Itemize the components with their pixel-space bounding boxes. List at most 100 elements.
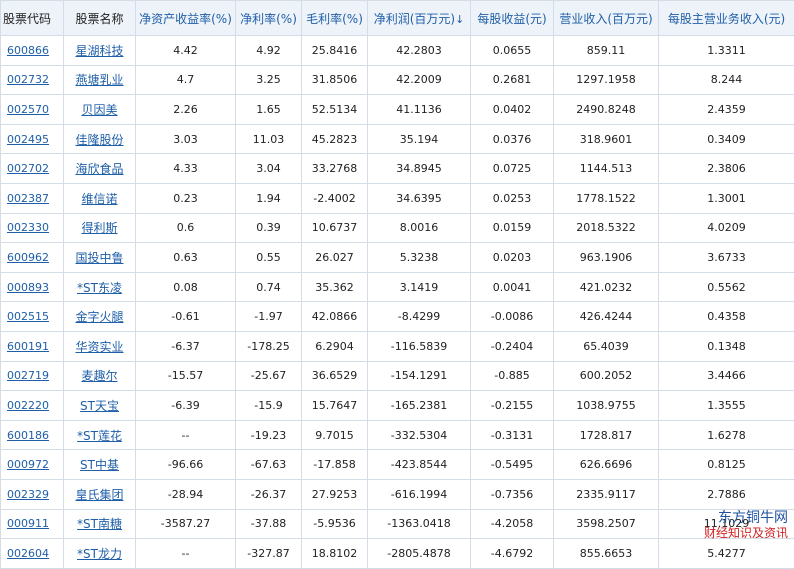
stock-code-link[interactable]: 000893 (1, 272, 64, 302)
cell-eps: 0.0041 (471, 272, 554, 302)
stock-code-link[interactable]: 002330 (1, 213, 64, 243)
stock-name-link[interactable]: 佳隆股份 (64, 124, 136, 154)
cell-net-profit: 34.8945 (368, 154, 471, 184)
stock-name-link[interactable]: 海欣食品 (64, 154, 136, 184)
cell-rev-per-share: 1.3311 (659, 36, 794, 66)
cell-rev-per-share: 8.244 (659, 65, 794, 95)
stock-code-link[interactable]: 600962 (1, 243, 64, 273)
cell-net-profit: 5.3238 (368, 243, 471, 273)
stock-code-link[interactable]: 600186 (1, 420, 64, 450)
cell-net-margin: -25.67 (236, 361, 302, 391)
cell-net-margin: 0.55 (236, 243, 302, 273)
column-header-net-margin[interactable]: 净利率(%) (236, 1, 302, 36)
cell-gross-margin: -17.858 (302, 450, 368, 480)
cell-eps: -0.0086 (471, 302, 554, 332)
column-header-revenue[interactable]: 营业收入(百万元) (554, 1, 659, 36)
cell-eps: -4.6792 (471, 539, 554, 569)
stock-code-link[interactable]: 002570 (1, 95, 64, 125)
stock-code-link[interactable]: 002719 (1, 361, 64, 391)
cell-roe: -- (136, 420, 236, 450)
cell-rev-per-share: 1.3001 (659, 183, 794, 213)
cell-net-profit: 42.2803 (368, 36, 471, 66)
stock-code-link[interactable]: 002220 (1, 391, 64, 421)
column-header-eps[interactable]: 每股收益(元) (471, 1, 554, 36)
cell-net-profit: 3.1419 (368, 272, 471, 302)
stock-name-link[interactable]: 燕塘乳业 (64, 65, 136, 95)
cell-gross-margin: 6.2904 (302, 331, 368, 361)
cell-rev-per-share: 0.4358 (659, 302, 794, 332)
stock-name-link[interactable]: ST天宝 (64, 391, 136, 421)
column-header-gross-margin[interactable]: 毛利率(%) (302, 1, 368, 36)
stock-name-link[interactable]: 麦趣尔 (64, 361, 136, 391)
stock-name-link[interactable]: ST中基 (64, 450, 136, 480)
cell-net-margin: -15.9 (236, 391, 302, 421)
cell-gross-margin: 52.5134 (302, 95, 368, 125)
cell-revenue: 963.1906 (554, 243, 659, 273)
cell-rev-per-share: 2.3806 (659, 154, 794, 184)
column-header-code: 股票代码 (1, 1, 64, 36)
cell-rev-per-share: 3.6733 (659, 243, 794, 273)
stock-code-link[interactable]: 000972 (1, 450, 64, 480)
cell-roe: 4.42 (136, 36, 236, 66)
cell-eps: 0.0253 (471, 183, 554, 213)
cell-net-margin: 0.74 (236, 272, 302, 302)
cell-gross-margin: 33.2768 (302, 154, 368, 184)
stock-code-link[interactable]: 002702 (1, 154, 64, 184)
cell-roe: 0.23 (136, 183, 236, 213)
cell-net-profit: 42.2009 (368, 65, 471, 95)
cell-roe: -3587.27 (136, 509, 236, 539)
cell-rev-per-share: 4.0209 (659, 213, 794, 243)
stock-code-link[interactable]: 002604 (1, 539, 64, 569)
cell-gross-margin: 35.362 (302, 272, 368, 302)
stock-name-link[interactable]: 皇氏集团 (64, 479, 136, 509)
cell-net-profit: -2805.4878 (368, 539, 471, 569)
cell-net-margin: 1.65 (236, 95, 302, 125)
stock-name-link[interactable]: *ST龙力 (64, 539, 136, 569)
column-header-rev-per-share[interactable]: 每股主营业务收入(元) (659, 1, 794, 36)
stock-name-link[interactable]: 金字火腿 (64, 302, 136, 332)
cell-revenue: 2335.9117 (554, 479, 659, 509)
stock-name-link[interactable]: *ST东凌 (64, 272, 136, 302)
stock-code-link[interactable]: 002495 (1, 124, 64, 154)
cell-revenue: 318.9601 (554, 124, 659, 154)
cell-gross-margin: 25.8416 (302, 36, 368, 66)
cell-eps: -0.885 (471, 361, 554, 391)
stock-name-link[interactable]: 得利斯 (64, 213, 136, 243)
column-header-roe[interactable]: 净资产收益率(%) (136, 1, 236, 36)
stock-code-link[interactable]: 600191 (1, 331, 64, 361)
cell-revenue: 426.4244 (554, 302, 659, 332)
cell-net-profit: 41.1136 (368, 95, 471, 125)
stock-name-link[interactable]: *ST南糖 (64, 509, 136, 539)
stock-code-link[interactable]: 600866 (1, 36, 64, 66)
stock-name-link[interactable]: 维信诺 (64, 183, 136, 213)
column-header-net-profit[interactable]: 净利润(百万元)↓ (368, 1, 471, 36)
cell-roe: -6.39 (136, 391, 236, 421)
cell-revenue: 1778.1522 (554, 183, 659, 213)
sort-down-arrow-icon[interactable]: ↓ (455, 13, 464, 26)
stock-name-link[interactable]: *ST莲花 (64, 420, 136, 450)
cell-eps: -0.3131 (471, 420, 554, 450)
stock-code-link[interactable]: 002329 (1, 479, 64, 509)
stock-code-link[interactable]: 002387 (1, 183, 64, 213)
stock-code-link[interactable]: 002732 (1, 65, 64, 95)
cell-revenue: 859.11 (554, 36, 659, 66)
cell-revenue: 421.0232 (554, 272, 659, 302)
cell-gross-margin: 10.6737 (302, 213, 368, 243)
cell-rev-per-share: 0.3409 (659, 124, 794, 154)
cell-net-margin: -178.25 (236, 331, 302, 361)
stock-code-link[interactable]: 000911 (1, 509, 64, 539)
stock-name-link[interactable]: 星湖科技 (64, 36, 136, 66)
stock-name-link[interactable]: 贝因美 (64, 95, 136, 125)
stock-name-link[interactable]: 国投中鲁 (64, 243, 136, 273)
cell-gross-margin: 31.8506 (302, 65, 368, 95)
cell-revenue: 2018.5322 (554, 213, 659, 243)
stock-name-link[interactable]: 华资实业 (64, 331, 136, 361)
stock-code-link[interactable]: 002515 (1, 302, 64, 332)
